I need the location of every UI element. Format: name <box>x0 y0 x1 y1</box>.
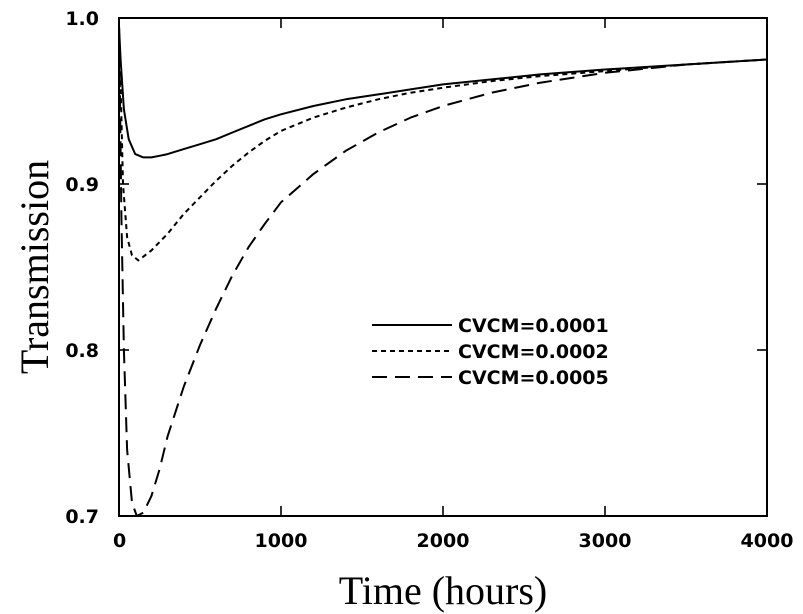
x-tick-label: 0 <box>113 530 126 552</box>
legend-label-1: CVCM=0.0001 <box>458 315 609 337</box>
x-tick-label: 1000 <box>255 530 308 552</box>
y-tick-label: 0.9 <box>65 174 99 196</box>
y-axis-title: Transmission <box>12 160 57 374</box>
x-tick-label: 2000 <box>417 530 470 552</box>
y-tick-label: 0.8 <box>65 340 99 362</box>
y-axis-ticks <box>119 17 767 517</box>
x-axis-title: Time (hours) <box>339 568 548 613</box>
legend-label-3: CVCM=0.0005 <box>458 367 609 389</box>
series-lines <box>118 26 768 517</box>
y-tick-label: 0.7 <box>65 506 99 528</box>
plot-frame <box>118 17 768 517</box>
x-axis-ticks <box>118 18 768 516</box>
series-line-3 <box>118 26 768 517</box>
series-line-2 <box>118 26 768 262</box>
x-tick-label: 4000 <box>741 530 794 552</box>
series-line-1 <box>118 26 768 159</box>
x-tick-label: 3000 <box>579 530 632 552</box>
x-axis-tick-labels: 0 1000 2000 3000 4000 <box>113 530 793 552</box>
y-axis-tick-labels: 0.7 0.8 0.9 1.0 <box>65 8 99 528</box>
y-tick-label: 1.0 <box>65 8 99 30</box>
legend: CVCM=0.0001 CVCM=0.0002 CVCM=0.0005 <box>372 315 609 389</box>
legend-label-2: CVCM=0.0002 <box>458 341 609 363</box>
